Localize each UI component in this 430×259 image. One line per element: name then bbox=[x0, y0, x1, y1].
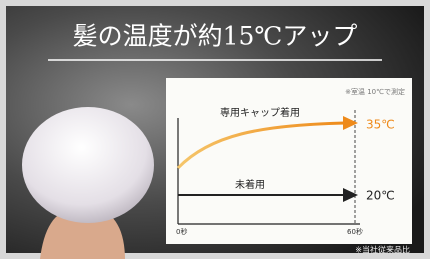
chart-panel bbox=[166, 78, 412, 244]
cap-temp: 35℃ bbox=[366, 118, 395, 132]
no-cap-label: 未着用 bbox=[235, 178, 265, 191]
title: 髪の温度が約15℃アップ bbox=[73, 22, 358, 51]
ad-banner: 髪の温度が約15℃アップ ※室温 10℃で測定 専用キャップ着用 35℃ 未着用… bbox=[0, 0, 430, 259]
cap bbox=[22, 107, 154, 223]
measure-note: ※室温 10℃で測定 bbox=[345, 87, 405, 96]
footnote: ※当社従来品比 bbox=[355, 245, 410, 255]
x-end: 60秒 bbox=[347, 227, 363, 236]
no-cap-temp: 20℃ bbox=[366, 189, 395, 203]
cap-label: 専用キャップ着用 bbox=[220, 106, 300, 119]
x-start: 0秒 bbox=[176, 227, 187, 236]
